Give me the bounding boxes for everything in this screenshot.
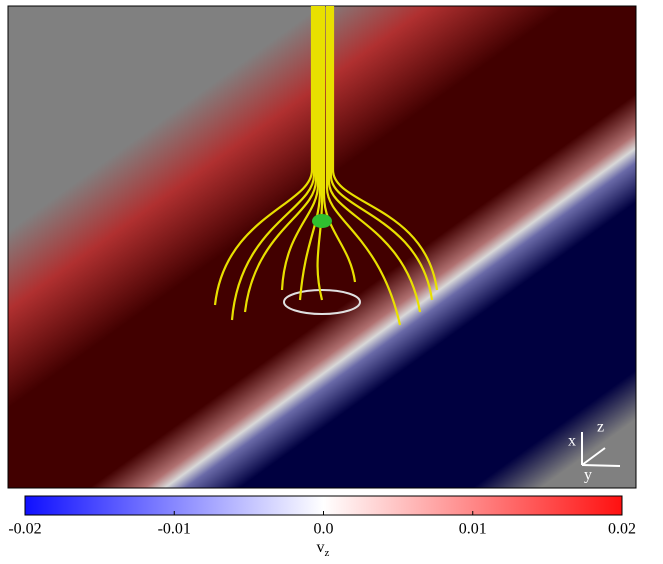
tick-label: -0.02 (8, 521, 41, 538)
label-main: v (317, 539, 325, 556)
tick-label: 0.01 (459, 521, 487, 538)
axis-triad (581, 432, 621, 467)
ring (283, 289, 361, 315)
tick-label: 0.02 (608, 521, 636, 538)
label-sub: z (325, 547, 330, 559)
tick-label: -0.01 (158, 521, 191, 538)
triad-z: z (597, 419, 604, 436)
simulation-view: x z y (7, 5, 637, 489)
colorbar-label: vz (317, 539, 330, 559)
triad-y: y (584, 467, 592, 484)
triad-x: x (568, 433, 576, 450)
field-lines (213, 6, 439, 326)
source-blob (312, 214, 332, 228)
tick-label: 0.0 (314, 521, 334, 538)
